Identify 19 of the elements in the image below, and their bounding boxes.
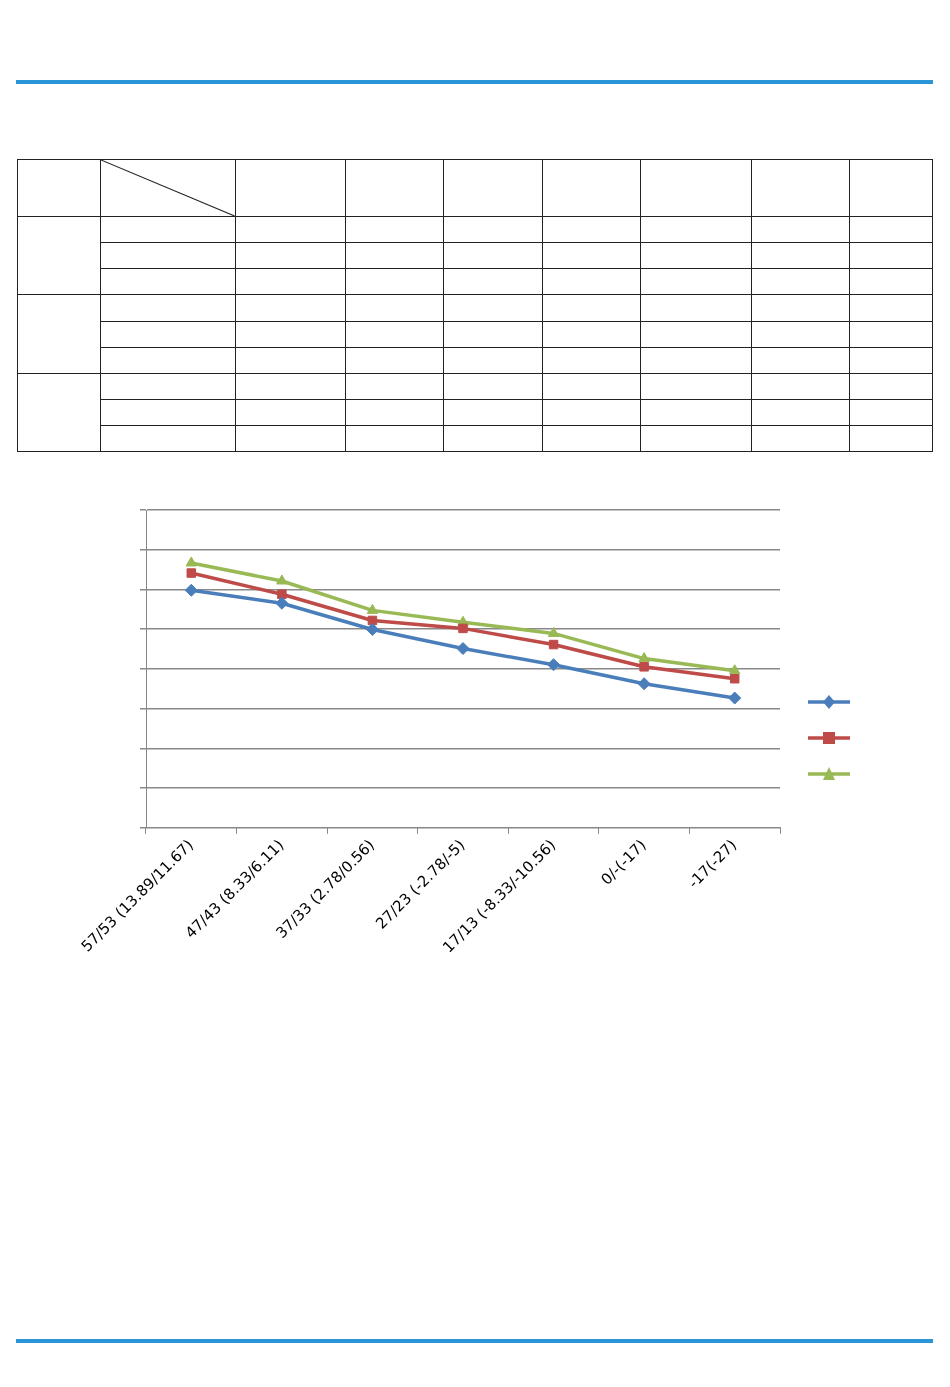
point [277,589,287,599]
point [456,642,470,656]
point [365,622,379,636]
point [728,691,742,705]
point [637,677,651,691]
point [276,574,288,585]
point [547,658,561,672]
point [547,626,560,637]
point [458,623,468,634]
point [186,568,197,578]
point [639,662,649,672]
point [548,639,559,650]
point [638,652,650,663]
point [729,664,741,675]
point [275,596,289,610]
point [729,673,740,684]
point [185,556,197,567]
point [184,583,198,597]
point [366,603,379,614]
